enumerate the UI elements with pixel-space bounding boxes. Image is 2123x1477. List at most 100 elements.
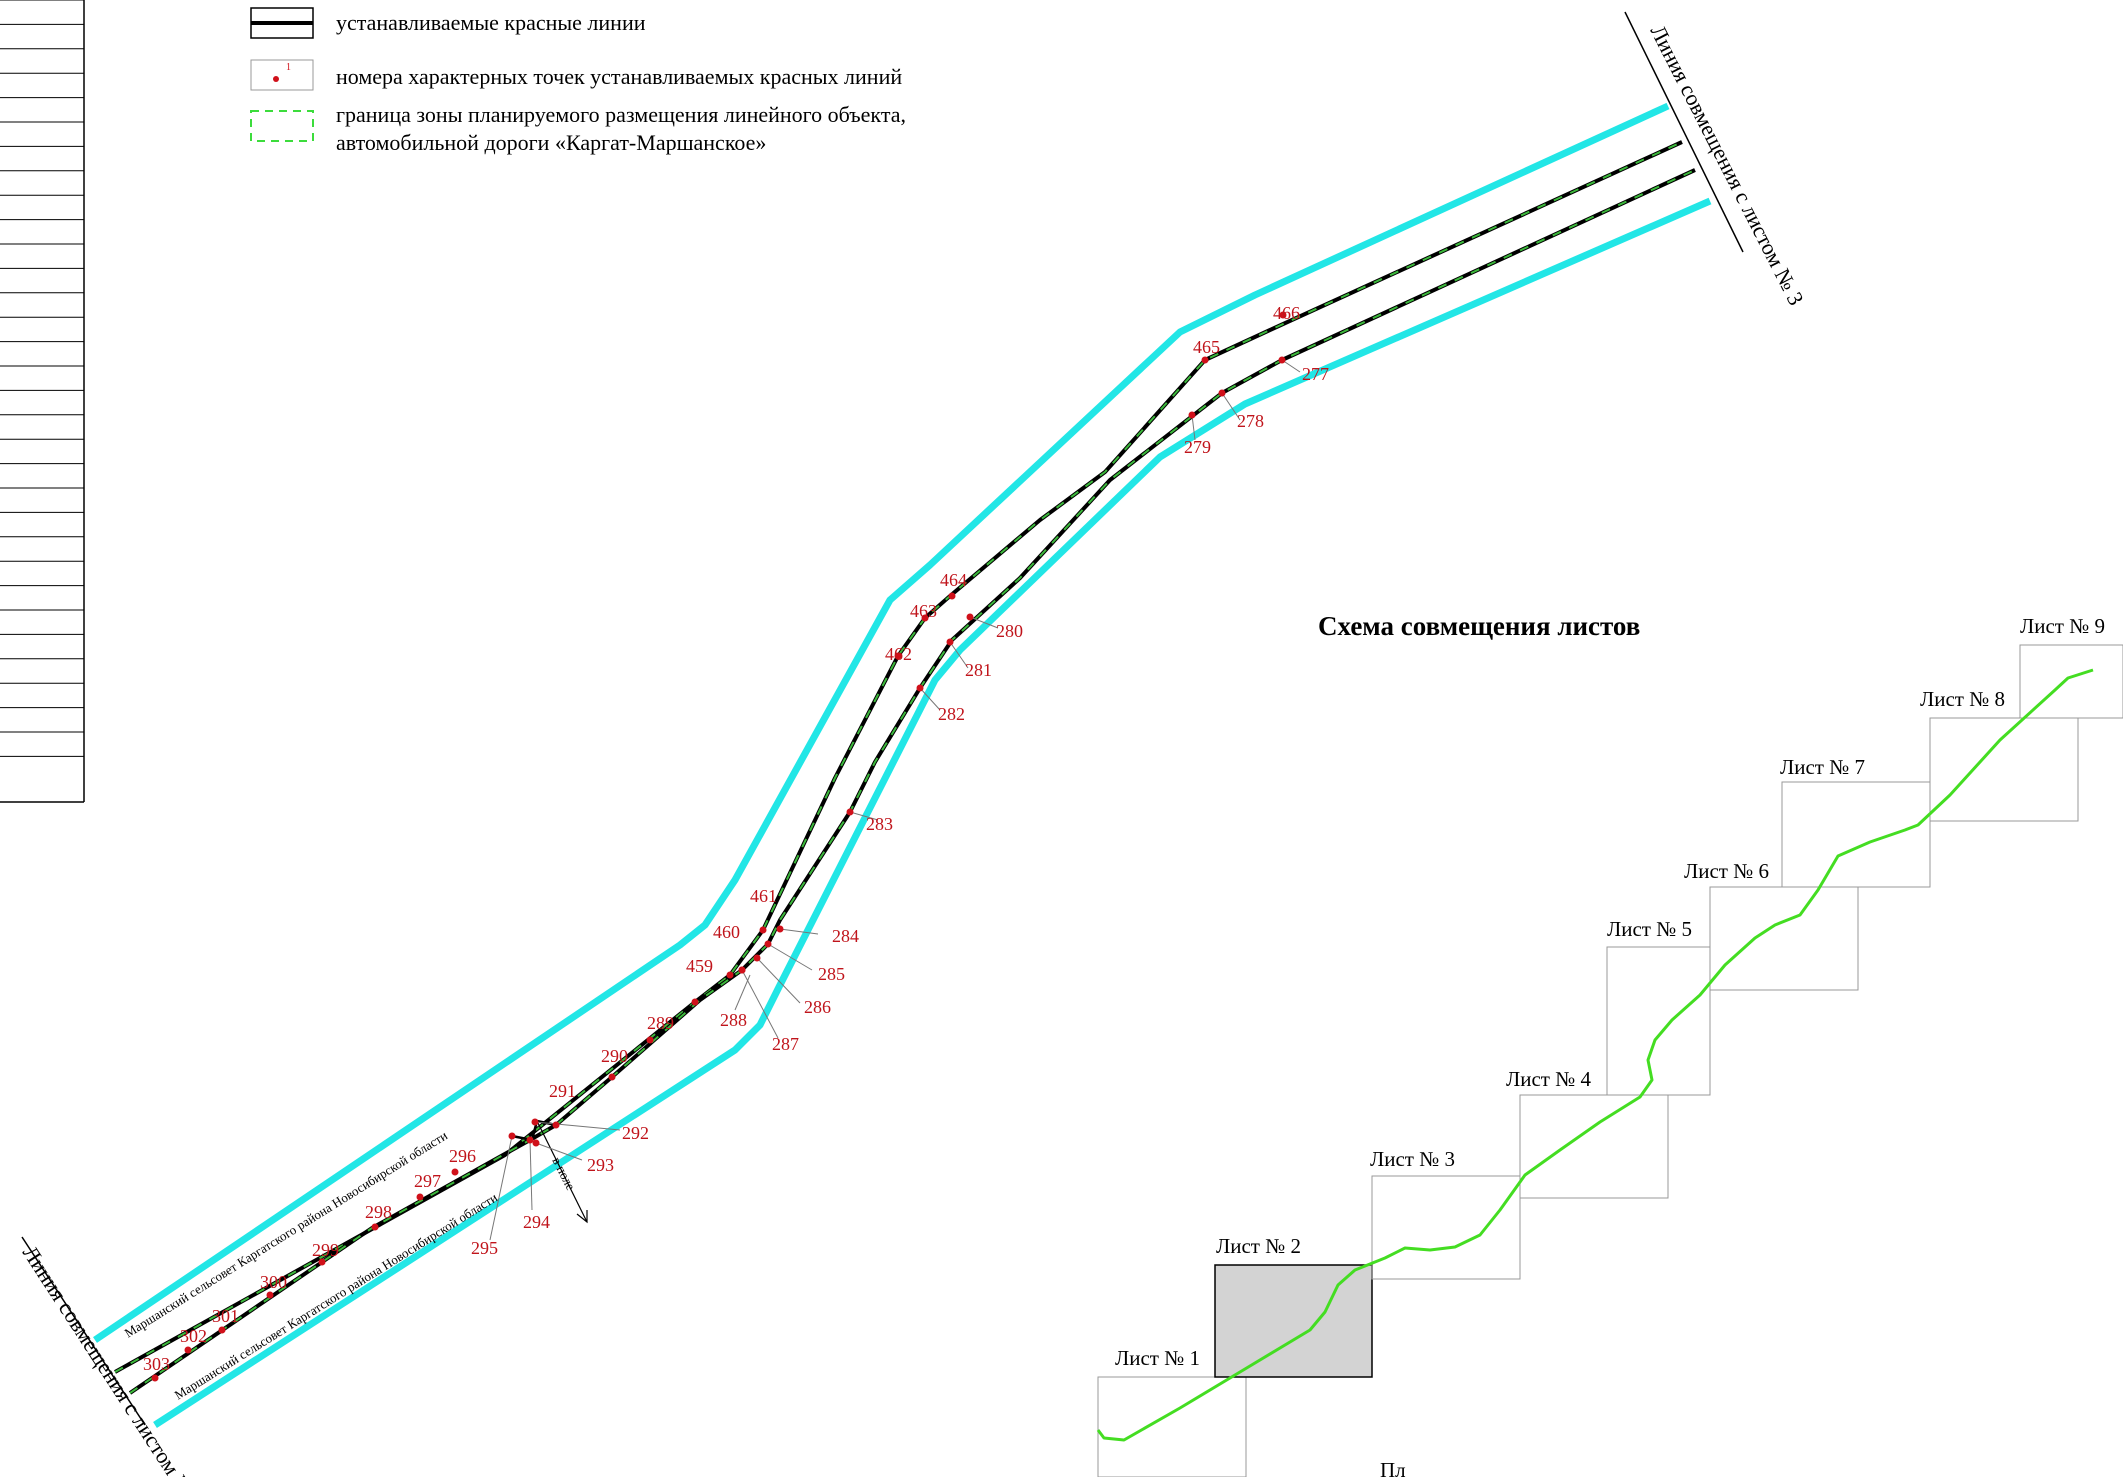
junction-lines (21, 11, 1744, 1426)
point-286-marker (753, 954, 761, 962)
point-466-label: 466 (1273, 303, 1300, 323)
sheet-frame-6 (1709, 886, 1859, 991)
legend-zone-label-2: автомобильной дороги «Каргат-Маршанское» (336, 130, 766, 155)
sheet-frame-5 (1606, 946, 1711, 1096)
point-303-label: 303 (143, 1354, 170, 1374)
junction-sheet-3-label: Линия совмещения с листом № 3 (1646, 21, 1809, 309)
legend-point-symbol: 1 (250, 59, 314, 91)
point-300-label: 300 (260, 1272, 287, 1292)
point-287-label: 287 (772, 1034, 799, 1054)
legend: устанавливаемые красные линии 1 номера х… (250, 7, 906, 155)
point-285-marker (764, 940, 772, 948)
legend-points-label: номера характерных точек устанавливаемых… (336, 64, 902, 89)
legend-zone-label-1: граница зоны планируемого размещения лин… (336, 102, 906, 127)
point-465-marker (1201, 356, 1209, 364)
point-301-marker (218, 1326, 226, 1334)
point-287-marker (738, 966, 746, 974)
point-299-marker (318, 1258, 326, 1266)
point-278-marker (1218, 389, 1226, 397)
point-293-marker (532, 1139, 540, 1147)
point-277-marker (1278, 356, 1286, 364)
point-460-marker (726, 971, 734, 979)
point-282-label: 282 (938, 704, 965, 724)
point-280-marker (966, 613, 974, 621)
sheet-label-5: Лист № 5 (1607, 917, 1692, 941)
point-299-label: 299 (312, 1240, 339, 1260)
red-lines (114, 140, 1696, 1395)
point-297-label: 297 (414, 1171, 441, 1191)
point-298-marker (371, 1223, 379, 1231)
point-283-label: 283 (866, 814, 893, 834)
point-294-marker (526, 1136, 534, 1144)
point-279-marker (1188, 411, 1196, 419)
point-459-label: 459 (686, 956, 713, 976)
legend-point-sample: 1 (286, 62, 291, 73)
to-field-label: в поле (549, 1155, 578, 1193)
point-298-label: 298 (365, 1202, 392, 1222)
point-290-marker (608, 1073, 616, 1081)
point-294-label: 294 (523, 1212, 550, 1232)
sheet-label-6: Лист № 6 (1684, 859, 1769, 883)
point-296-label: 296 (449, 1146, 476, 1166)
point-279-label: 279 (1184, 437, 1211, 457)
point-283-marker (846, 808, 854, 816)
point-277-label: 277 (1302, 364, 1329, 384)
point-462-marker (894, 652, 902, 660)
legend-zone-symbol (250, 110, 314, 142)
point-302-label: 302 (180, 1326, 207, 1346)
point-280-label: 280 (996, 621, 1023, 641)
sheet-label-4: Лист № 4 (1506, 1067, 1592, 1091)
sheet-label-8: Лист № 8 (1920, 687, 2005, 711)
point-281-label: 281 (965, 660, 992, 680)
point-462-label: 462 (885, 644, 912, 664)
point-289-marker (646, 1036, 654, 1044)
point-461-label: 461 (750, 886, 777, 906)
point-292-label: 292 (622, 1123, 649, 1143)
sheet-frame-8 (1929, 717, 2079, 822)
sheet-label-3: Лист № 3 (1370, 1147, 1455, 1171)
point-459-marker (691, 998, 699, 1006)
scheme-route (1096, 668, 2094, 1442)
point-286-label: 286 (804, 997, 831, 1017)
sheet-label-1: Лист № 1 (1115, 1346, 1200, 1370)
sheet-label-9: Лист № 9 (2020, 614, 2105, 638)
sheet-frame-9 (2019, 644, 2123, 719)
territory-label-upper: Маршанский сельсовет Каргатского района … (122, 1128, 450, 1341)
scheme-title: Схема совмещения листов (1318, 611, 1640, 641)
sheet-frame-2 (1214, 1264, 1373, 1378)
scheme-bottom-partial-label: Пл (1380, 1458, 1406, 1477)
territory-label-lower: Маршанский сельсовет Каргатского района … (172, 1190, 500, 1403)
planning-zone-boundary (93, 102, 1712, 1428)
sheet-frame-1 (1097, 1376, 1247, 1477)
point-290-label: 290 (601, 1046, 628, 1066)
sheet-frame-4 (1519, 1094, 1669, 1199)
point-296-marker (451, 1168, 459, 1176)
point-463-marker (921, 614, 929, 622)
point-300-marker (266, 1291, 274, 1299)
point-463-label: 463 (910, 601, 937, 621)
point-284-label: 284 (832, 926, 859, 946)
point-302-marker (184, 1346, 192, 1354)
point-295-marker (508, 1132, 516, 1140)
sheet-label-2: Лист № 2 (1216, 1234, 1301, 1258)
sheet-frame-3 (1371, 1175, 1521, 1280)
point-293-label: 293 (587, 1155, 614, 1175)
point-284-marker (776, 925, 784, 933)
point-289-label: 289 (647, 1013, 674, 1033)
point-281-marker (946, 638, 954, 646)
point-278-label: 278 (1237, 411, 1264, 431)
sheet-frame-7 (1781, 781, 1931, 888)
point-303-marker (151, 1374, 159, 1382)
point-460-label: 460 (713, 922, 740, 942)
point-297-marker (416, 1193, 424, 1201)
point-291-label: 291 (549, 1081, 576, 1101)
point-301-label: 301 (212, 1306, 239, 1326)
to-field-arrow (536, 1120, 588, 1224)
legend-red-lines-label: устанавливаемые красные линии (336, 10, 646, 35)
point-285-label: 285 (818, 964, 845, 984)
left-table-fragment (0, 0, 85, 803)
leader-lines (489, 359, 1301, 1241)
point-461-marker (759, 926, 767, 934)
point-464-marker (948, 592, 956, 600)
